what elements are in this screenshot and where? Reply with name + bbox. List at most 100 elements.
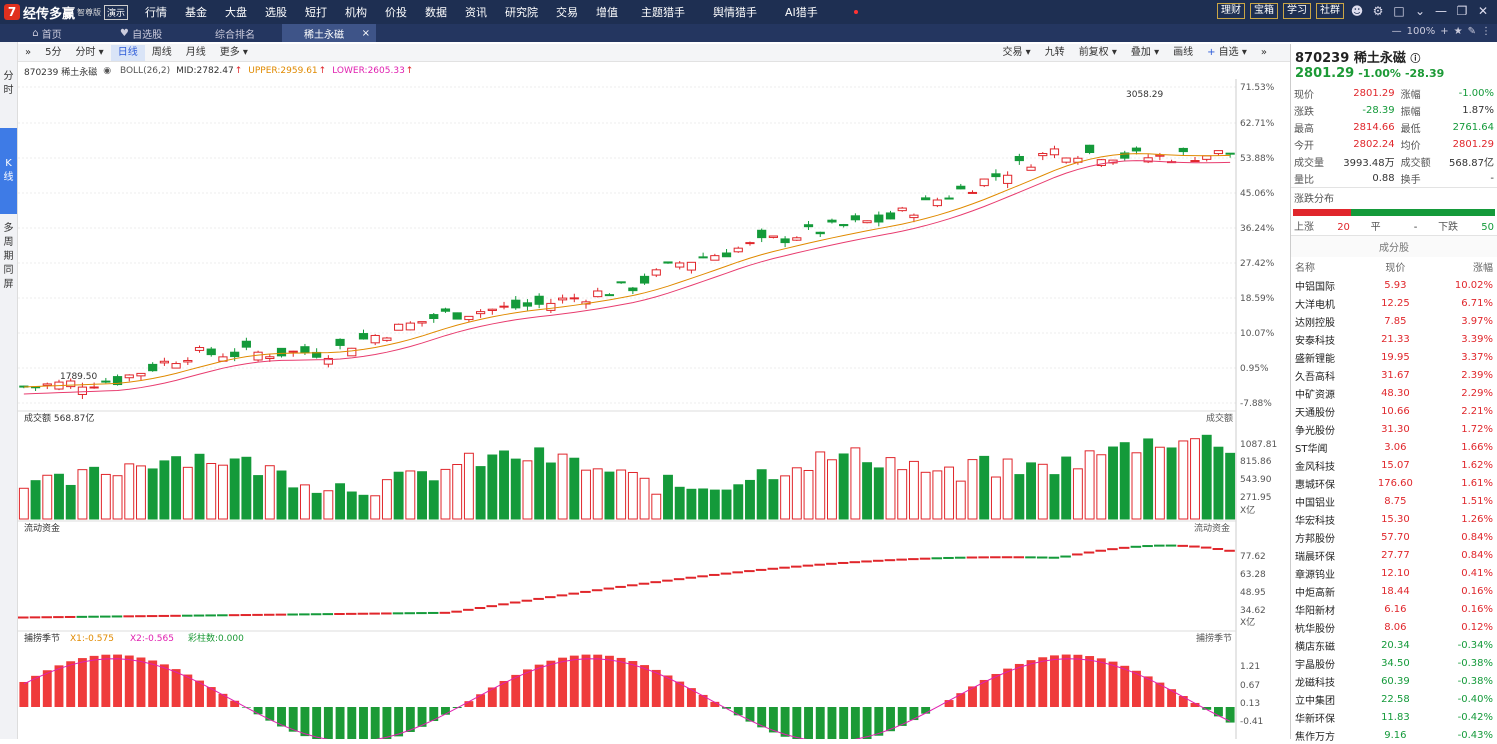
menu-item-9[interactable]: 研究院 <box>496 4 547 20</box>
volume-bar <box>511 459 520 519</box>
top-button-treasure[interactable]: 宝箱 <box>1250 3 1278 19</box>
left-nav-intraday[interactable]: 分 时 <box>0 42 17 128</box>
period-5min[interactable]: 5分 <box>38 45 68 61</box>
trade-button[interactable]: 交易 ▾ <box>995 45 1037 61</box>
collapse-icon[interactable]: » <box>1254 45 1274 61</box>
menu-item-1[interactable]: 基金 <box>176 4 216 20</box>
menu-item-6[interactable]: 价投 <box>376 4 416 20</box>
period-more[interactable]: 更多 ▾ <box>213 45 255 61</box>
flow-dash <box>1213 548 1224 550</box>
season-bar <box>78 658 87 707</box>
zoom-in-icon[interactable]: + <box>1440 26 1448 37</box>
candle-body <box>734 248 742 252</box>
pencil-icon[interactable]: ✎ <box>1468 26 1476 37</box>
menu-item-8[interactable]: 资讯 <box>456 4 496 20</box>
menu-item-3[interactable]: 选股 <box>256 4 296 20</box>
tab-ranking[interactable]: 综合排名 <box>188 24 282 42</box>
gear-icon[interactable]: ⚙ <box>1370 3 1386 19</box>
candle-body <box>875 215 883 222</box>
season-bar <box>101 655 110 707</box>
menu-item-10[interactable]: 交易 <box>547 4 587 20</box>
more-icon[interactable]: ⋮ <box>1481 26 1491 37</box>
menu-item-hunter-1[interactable]: 舆情猎手 <box>699 4 771 20</box>
demo-badge[interactable]: 演示 <box>104 5 128 20</box>
period-monthly[interactable]: 月线 <box>179 45 213 61</box>
restore-icon[interactable]: ❐ <box>1454 3 1470 19</box>
user-icon[interactable]: ☻ <box>1349 3 1365 19</box>
minimize-icon[interactable]: — <box>1433 3 1449 19</box>
chevron-down-icon[interactable]: ⌄ <box>1412 3 1428 19</box>
overlay-button[interactable]: 叠加 ▾ <box>1124 45 1166 61</box>
chart-area[interactable]: 71.53%62.71%53.88%45.06%36.24%27.42%18.5… <box>18 79 1290 739</box>
period-intraday[interactable]: 分时 ▾ <box>69 45 111 61</box>
top-button-learn[interactable]: 学习 <box>1283 3 1311 19</box>
left-nav-multi-period[interactable]: 多 周 期 同 屏 <box>0 214 17 296</box>
menu-item-0[interactable]: 行情 <box>136 4 176 20</box>
tab-home[interactable]: ⌂ 首页 <box>0 24 94 42</box>
menu-item-5[interactable]: 机构 <box>336 4 376 20</box>
menu-item-hunter-2[interactable]: AI猎手 <box>771 4 832 20</box>
expand-icon[interactable]: » <box>18 45 38 61</box>
tab-current-stock[interactable]: 稀土永磁 × <box>282 24 376 42</box>
star-icon[interactable]: ★ <box>1454 26 1463 37</box>
volume-bar <box>1050 475 1059 519</box>
left-nav-kline[interactable]: K 线 <box>0 128 17 214</box>
tab-close-icon[interactable]: × <box>362 28 370 39</box>
top-button-community[interactable]: 社群 <box>1316 3 1344 19</box>
period-daily[interactable]: 日线 <box>111 45 145 61</box>
period-weekly[interactable]: 周线 <box>145 45 179 61</box>
col-price[interactable]: 现价 <box>1363 257 1428 276</box>
menu-item-hunter-0[interactable]: 主题猎手 <box>627 4 699 20</box>
info-icon[interactable]: ⓘ <box>1410 54 1420 65</box>
jiuzhuan-button[interactable]: 九转 <box>1038 45 1072 61</box>
menu-item-4[interactable]: 短打 <box>296 4 336 20</box>
draw-button[interactable]: 画线 <box>1166 45 1200 61</box>
kline-chart[interactable]: 71.53%62.71%53.88%45.06%36.24%27.42%18.5… <box>18 79 1290 739</box>
tab-watchlist[interactable]: ♥ 自选股 <box>94 24 188 42</box>
indicator-selector[interactable]: ◉ BOLL(26,2) <box>103 66 170 76</box>
close-icon[interactable]: ✕ <box>1475 3 1491 19</box>
season-title-right: 捕捞季节 <box>1196 632 1232 644</box>
volume-bar <box>968 460 977 519</box>
col-change[interactable]: 涨幅 <box>1428 257 1497 276</box>
adjust-button[interactable]: 前复权 ▾ <box>1072 45 1124 61</box>
season-bar <box>1038 657 1047 707</box>
zoom-out-icon[interactable]: — <box>1392 26 1402 37</box>
menu-item-2[interactable]: 大盘 <box>216 4 256 20</box>
menu-item-11[interactable]: 增值 <box>587 4 627 20</box>
add-watchlist-button[interactable]: + 自选 ▾ <box>1200 45 1254 61</box>
top-button-finance[interactable]: 理财 <box>1217 3 1245 19</box>
candle-body <box>523 303 531 306</box>
menu-item-7[interactable]: 数据 <box>416 4 456 20</box>
col-name[interactable]: 名称 <box>1291 257 1363 276</box>
candle-body <box>968 192 976 193</box>
window-icon[interactable]: □ <box>1391 3 1407 19</box>
volume-title: 成交额 568.87亿 <box>24 412 94 424</box>
